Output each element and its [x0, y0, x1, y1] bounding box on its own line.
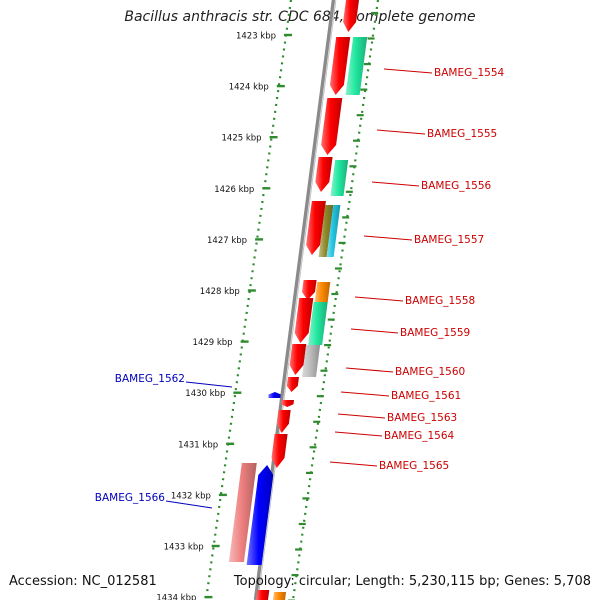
gene-forward	[345, 37, 368, 95]
gene-reverse	[228, 463, 257, 562]
gene-leader-line	[354, 296, 404, 302]
gene-forward	[314, 282, 331, 302]
gene-forward	[302, 345, 321, 377]
ruler-tick-label: 1434 kbp	[156, 594, 196, 600]
gene-label: BAMEG_1560	[395, 366, 465, 378]
gene-leader-line	[329, 461, 378, 467]
ruler-line-left	[204, 0, 293, 600]
gene-leader-line	[376, 129, 426, 135]
gene-forward	[271, 434, 288, 468]
gene-forward	[318, 205, 334, 257]
ruler-tick-label: 1423 kbp	[236, 32, 276, 42]
gene-forward	[329, 37, 351, 95]
gene-label: BAMEG_1564	[384, 430, 455, 442]
ruler-tick-label: 1432 kbp	[171, 491, 211, 501]
ruler-tick-label: 1430 kbp	[185, 389, 225, 399]
gene-label: BAMEG_1557	[414, 234, 484, 246]
ruler-tick-label: 1433 kbp	[164, 543, 204, 553]
gene-forward	[289, 344, 307, 375]
gene-label: BAMEG_1558	[405, 295, 475, 307]
map-title: Bacillus anthracis str. CDC 684, complet…	[124, 9, 476, 25]
gene-forward	[343, 0, 359, 32]
gene-forward	[315, 157, 333, 192]
gene-label: BAMEG_1556	[421, 180, 492, 192]
gene-label: BAMEG_1566	[95, 492, 166, 504]
ruler-tick-label: 1427 kbp	[207, 236, 247, 246]
gene-forward	[276, 410, 291, 433]
gene-forward	[306, 201, 326, 255]
gene-reverse	[246, 465, 274, 565]
gene-label: BAMEG_1559	[400, 327, 470, 339]
gene-label: BAMEG_1555	[427, 128, 497, 140]
gene-leader-line	[165, 500, 213, 509]
gene-forward	[281, 400, 294, 407]
gene-leader-line	[371, 181, 420, 187]
gene-forward	[256, 590, 270, 600]
ruler-tick-label: 1428 kbp	[200, 287, 240, 297]
gene-tracks	[228, 0, 368, 600]
gene-forward	[286, 377, 299, 392]
gene-label: BAMEG_1565	[379, 460, 449, 472]
gene-forward	[294, 298, 314, 343]
gene-label: BAMEG_1563	[387, 412, 457, 424]
gene-leader-line	[363, 235, 413, 241]
gene-label: BAMEG_1561	[391, 390, 461, 402]
ruler-line-right	[291, 0, 380, 600]
gene-forward	[330, 160, 349, 196]
gene-leader-line	[345, 367, 394, 373]
gene-leader-line	[340, 391, 390, 397]
gene-leader-line	[337, 413, 386, 419]
gene-forward	[302, 280, 317, 300]
gene-label: BAMEG_1554	[434, 67, 505, 79]
ruler-tick-label: 1431 kbp	[178, 440, 218, 450]
gene-forward	[321, 98, 343, 155]
gene-leader-line	[334, 431, 383, 437]
gene-labels: BAMEG_1554 BAMEG_1555 BAMEG_1556 BAMEG_1557…	[95, 67, 505, 509]
accession-text: Accession: NC_012581	[9, 574, 157, 589]
ruler-tick-label: 1425 kbp	[222, 134, 262, 144]
gene-forward	[326, 205, 341, 257]
gene-leader-line	[383, 68, 433, 74]
gene-reverse	[268, 392, 281, 398]
ruler: 1423 kbp 1424 kbp 1425 kbp 1426 kbp 1427 kbp…	[156, 0, 380, 600]
ruler-tick-label: 1429 kbp	[193, 338, 233, 348]
gene-forward	[308, 302, 328, 345]
gene-forward	[273, 592, 286, 600]
genome-summary: Topology: circular; Length: 5,230,115 bp…	[233, 574, 591, 589]
gene-leader-line	[350, 328, 399, 334]
gene-label: BAMEG_1562	[115, 373, 185, 385]
ruler-tick-label: 1426 kbp	[214, 185, 254, 195]
genome-backbone-highlight	[257, 0, 336, 600]
gene-leader-line	[185, 381, 233, 388]
ruler-tick-label: 1424 kbp	[229, 83, 269, 93]
